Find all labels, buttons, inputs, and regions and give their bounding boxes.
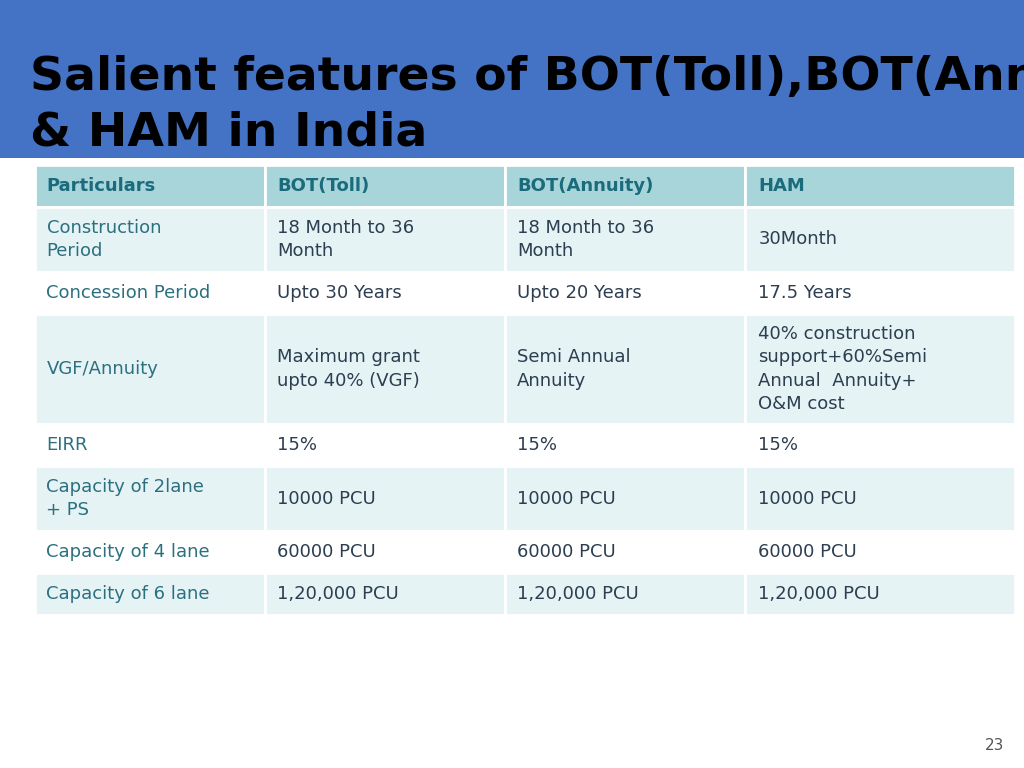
Bar — [745, 207, 1015, 272]
Text: 1,20,000 PCU: 1,20,000 PCU — [517, 585, 639, 603]
Text: Capacity of 4 lane: Capacity of 4 lane — [46, 543, 210, 561]
Text: EIRR: EIRR — [46, 436, 88, 454]
Text: 15%: 15% — [278, 436, 317, 454]
Bar — [745, 272, 1015, 314]
Bar — [265, 165, 505, 207]
Bar — [35, 573, 265, 615]
Text: 60000 PCU: 60000 PCU — [278, 543, 376, 561]
Text: Salient features of BOT(Toll),BOT(Annuity): Salient features of BOT(Toll),BOT(Annuit… — [30, 55, 1024, 100]
Bar — [505, 466, 745, 531]
Bar — [505, 272, 745, 314]
Text: 10000 PCU: 10000 PCU — [278, 489, 376, 508]
Bar — [265, 314, 505, 424]
Bar — [505, 531, 745, 573]
Text: Maximum grant
upto 40% (VGF): Maximum grant upto 40% (VGF) — [278, 348, 420, 390]
Text: Concession Period: Concession Period — [46, 284, 211, 302]
Bar — [745, 165, 1015, 207]
Text: 1,20,000 PCU: 1,20,000 PCU — [759, 585, 881, 603]
Bar — [265, 207, 505, 272]
Text: BOT(Toll): BOT(Toll) — [278, 177, 370, 195]
Text: 10000 PCU: 10000 PCU — [517, 489, 615, 508]
Bar — [35, 165, 265, 207]
Text: & HAM in India: & HAM in India — [30, 110, 427, 155]
Bar — [745, 531, 1015, 573]
Text: Capacity of 2lane
+ PS: Capacity of 2lane + PS — [46, 478, 205, 519]
Text: 18 Month to 36
Month: 18 Month to 36 Month — [517, 219, 654, 260]
Bar — [265, 424, 505, 466]
Bar — [745, 424, 1015, 466]
Text: 1,20,000 PCU: 1,20,000 PCU — [278, 585, 398, 603]
Bar — [35, 424, 265, 466]
Bar — [35, 314, 265, 424]
Bar — [35, 531, 265, 573]
Bar — [505, 165, 745, 207]
Text: 40% construction
support+60%Semi
Annual  Annuity+
O&M cost: 40% construction support+60%Semi Annual … — [759, 325, 928, 413]
Text: 17.5 Years: 17.5 Years — [759, 284, 852, 302]
Bar — [745, 466, 1015, 531]
Text: 18 Month to 36
Month: 18 Month to 36 Month — [278, 219, 414, 260]
Bar — [745, 314, 1015, 424]
Bar — [745, 573, 1015, 615]
Bar — [265, 531, 505, 573]
Text: 15%: 15% — [759, 436, 799, 454]
Text: 60000 PCU: 60000 PCU — [517, 543, 615, 561]
Text: 15%: 15% — [517, 436, 557, 454]
Bar — [35, 207, 265, 272]
Text: Upto 20 Years: Upto 20 Years — [517, 284, 642, 302]
Bar — [265, 573, 505, 615]
Text: VGF/Annuity: VGF/Annuity — [46, 360, 159, 378]
Bar — [505, 573, 745, 615]
Bar — [505, 314, 745, 424]
Text: Semi Annual
Annuity: Semi Annual Annuity — [517, 348, 631, 390]
Text: 10000 PCU: 10000 PCU — [759, 489, 857, 508]
Bar — [35, 466, 265, 531]
Bar — [265, 466, 505, 531]
Text: HAM: HAM — [759, 177, 805, 195]
Text: 60000 PCU: 60000 PCU — [759, 543, 857, 561]
Bar — [265, 272, 505, 314]
Text: Construction
Period: Construction Period — [46, 219, 161, 260]
Text: Particulars: Particulars — [46, 177, 156, 195]
Text: 30Month: 30Month — [759, 230, 838, 249]
Bar — [35, 272, 265, 314]
Bar — [505, 424, 745, 466]
Bar — [505, 207, 745, 272]
Text: Upto 30 Years: Upto 30 Years — [278, 284, 401, 302]
Bar — [0, 0, 1024, 158]
Text: BOT(Annuity): BOT(Annuity) — [517, 177, 653, 195]
Text: 23: 23 — [985, 738, 1004, 753]
Text: Capacity of 6 lane: Capacity of 6 lane — [46, 585, 210, 603]
